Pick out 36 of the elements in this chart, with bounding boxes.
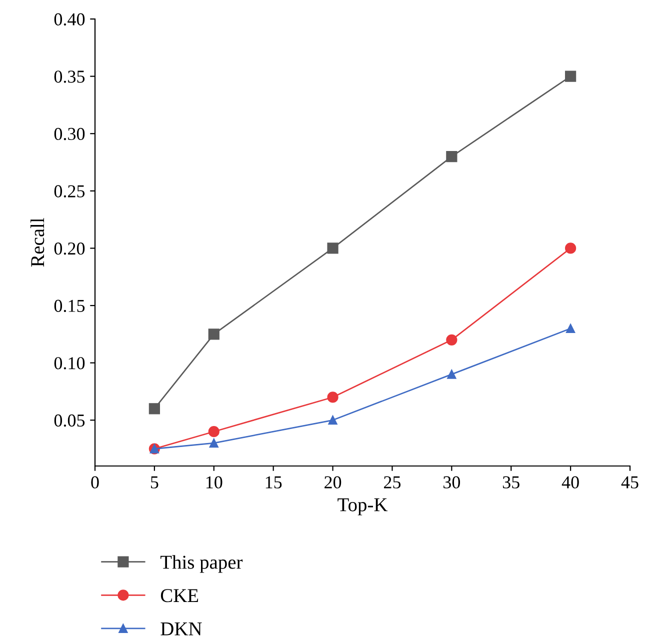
- y-axis-title: Recall: [30, 218, 44, 267]
- y-tick-label: 0.25: [54, 185, 85, 198]
- x-tick-label: 5: [150, 476, 158, 488]
- y-tick-label: 0.20: [54, 242, 85, 255]
- x-axis-title: Top-K: [338, 498, 388, 516]
- point: [327, 242, 338, 254]
- point: [208, 328, 220, 340]
- y-tick-label: 0.05: [54, 414, 85, 427]
- point: [148, 403, 160, 414]
- y-tick-label: 0.15: [54, 300, 85, 312]
- point: [565, 242, 576, 254]
- x-tick-label: 40: [562, 476, 579, 488]
- point: [447, 370, 456, 379]
- x-tick-label: 15: [266, 476, 282, 488]
- x-tick-label: 20: [324, 476, 342, 488]
- x-tick-label: 25: [384, 476, 401, 488]
- point: [446, 334, 458, 346]
- x-tick-label: 35: [502, 476, 520, 488]
- point: [327, 392, 338, 403]
- y-tick-label: 0.10: [54, 357, 85, 370]
- point: [566, 324, 576, 333]
- x-tick-label: 30: [444, 476, 460, 488]
- point: [209, 438, 218, 448]
- point: [328, 416, 338, 425]
- x-tick-label: 10: [206, 476, 222, 488]
- y-tick-label: 0.35: [54, 70, 85, 83]
- y-tick-label: 0.40: [54, 13, 85, 26]
- point: [565, 70, 576, 82]
- point: [446, 150, 458, 162]
- x-tick-label: 45: [621, 476, 638, 488]
- y-tick-label: 0.30: [54, 128, 85, 140]
- legend-label: DKN: [160, 622, 202, 636]
- point: [208, 426, 220, 438]
- legend-label: CKE: [160, 589, 198, 602]
- x-tick-label: 0: [91, 476, 99, 488]
- legend-label: This paper: [160, 555, 243, 573]
